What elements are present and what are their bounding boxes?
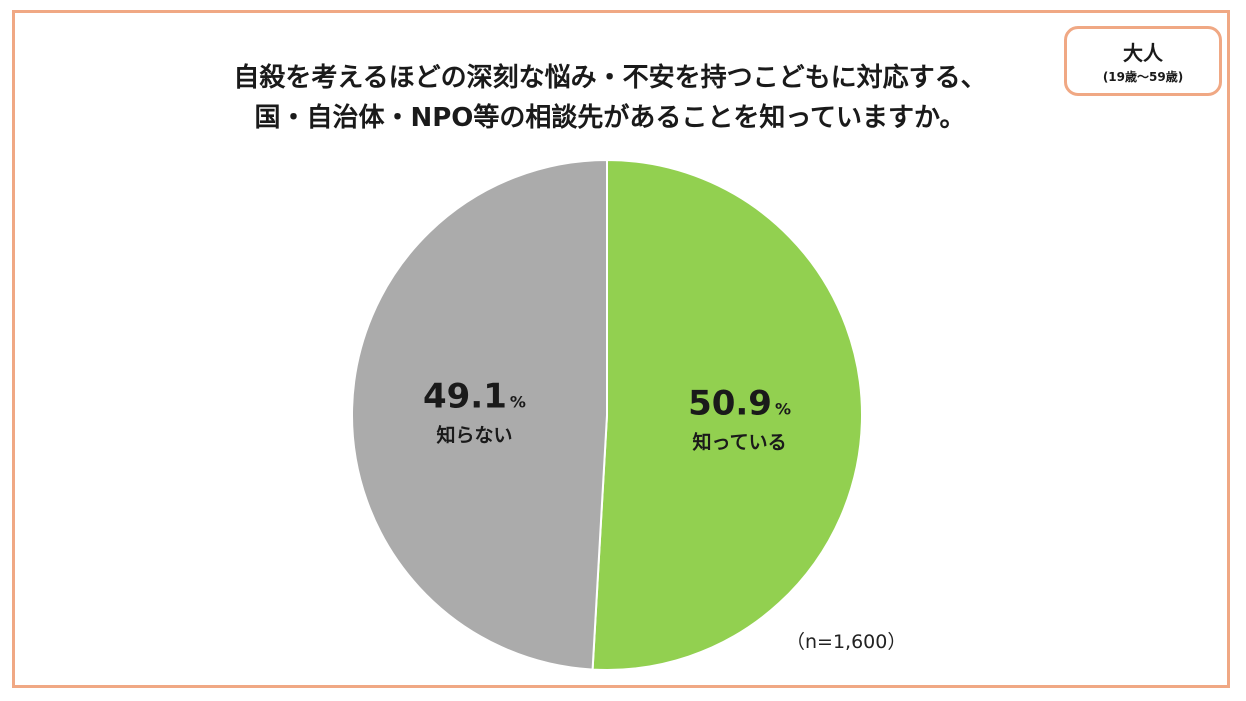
slice-dont-know xyxy=(351,158,608,671)
slice-dont-know-value-label: 49.1% xyxy=(423,376,526,416)
slice-know xyxy=(591,158,863,671)
age-range-label: (19歳～59歳) xyxy=(1102,70,1184,84)
age-group-label: 大人 xyxy=(1123,41,1163,65)
chart-title-line-2: 国・自治体・NPO等の相談先があることを知っていますか。 xyxy=(254,103,966,133)
sample-size-note: （n=1,600） xyxy=(786,631,907,653)
slice-dont-know-category-label: 知らない xyxy=(436,423,512,446)
slice-know-category-label: 知っている xyxy=(693,431,787,454)
age-group-badge: 大人 (19歳～59歳) xyxy=(1064,26,1222,96)
chart-title: 自殺を考えるほどの深刻な悩み・不安を持つこどもに対応する、 国・自治体・NPO等… xyxy=(160,58,1060,138)
chart-title-line-1: 自殺を考えるほどの深刻な悩み・不安を持つこどもに対応する、 xyxy=(233,63,987,93)
slice-know-value-label: 50.9% xyxy=(688,384,791,424)
